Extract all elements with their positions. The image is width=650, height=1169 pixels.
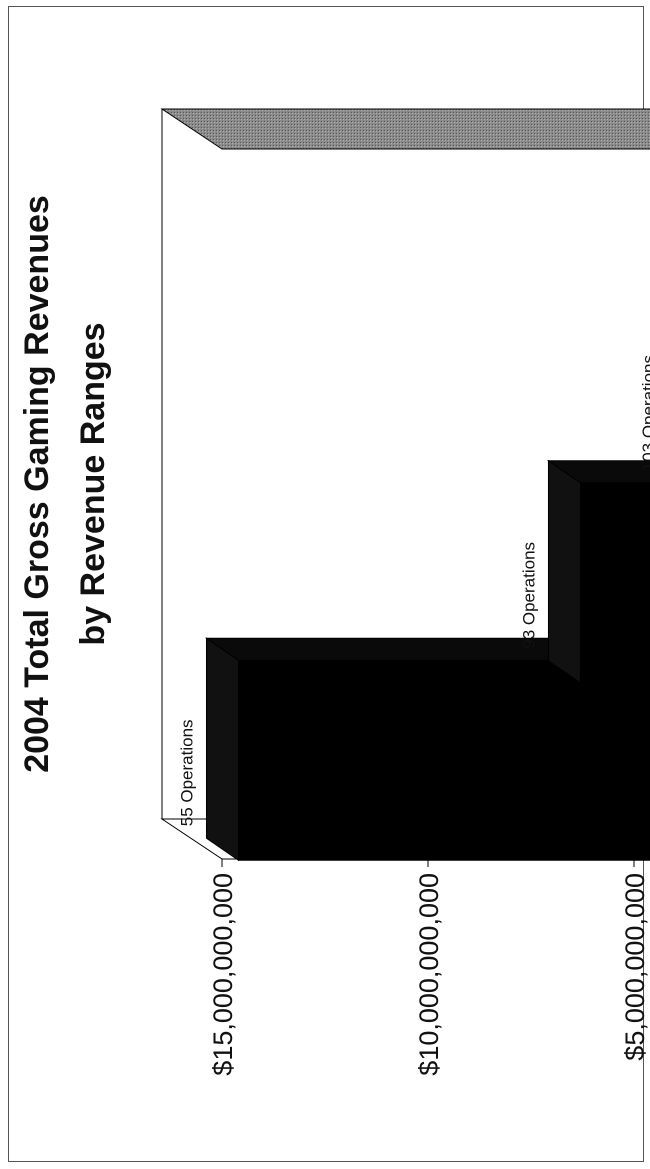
bar-top [205,637,239,862]
y-tick-label: $5,000,000,000 [620,873,650,1061]
chart-title: 2004 Total Gross Gaming Revenues [18,195,56,773]
operations-label: 103 Operations [639,355,650,471]
bar-side [546,460,650,484]
chart-subtitle: by Revenue Ranges [74,322,112,645]
right-wall-shade [160,108,650,150]
bar-top [547,459,581,684]
y-tick-label: $15,000,000,000 [208,873,238,1076]
bar-front [579,482,650,684]
bar-front [237,659,650,861]
bar-side [204,637,650,661]
operations-label: 55 Operations [177,719,196,826]
operations-label: 93 Operations [519,542,538,649]
y-tick-label: $10,000,000,000 [414,873,444,1076]
